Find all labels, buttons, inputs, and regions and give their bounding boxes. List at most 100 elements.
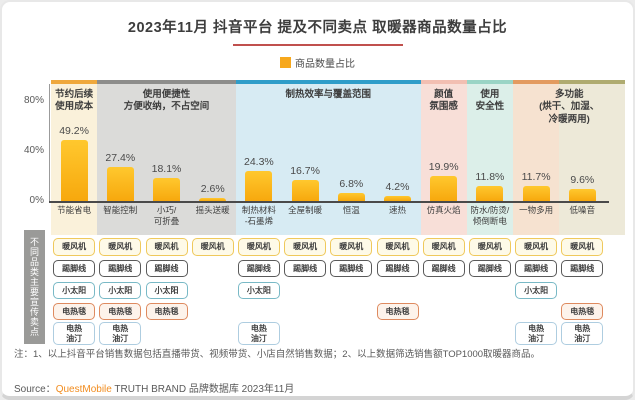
bar-value-label: 18.1% <box>151 163 182 176</box>
x-axis-label: 防水/防烫/ 倾倒断电 <box>470 205 510 226</box>
product-chip: 暖风机 <box>237 238 280 256</box>
x-axis-label: 节能省电 <box>57 205 92 215</box>
bar <box>60 139 88 201</box>
product-chip: 暖风机 <box>330 238 373 256</box>
source-label: Source： <box>14 384 56 395</box>
product-chip: 电热 油汀 <box>515 322 558 345</box>
selling-point-band <box>235 80 421 235</box>
bar <box>522 186 550 201</box>
product-chip: 电热毯 <box>145 303 188 320</box>
product-chip: 暖风机 <box>422 238 465 256</box>
product-chip: 电热 油汀 <box>53 322 96 345</box>
x-axis-label: 摇头送暖 <box>195 205 230 215</box>
bar-value-label: 6.8% <box>339 177 364 190</box>
product-chip: 电热毯 <box>376 303 419 320</box>
product-chip: 暖风机 <box>99 238 142 256</box>
bar <box>291 180 319 201</box>
source-brand: QuestMobile <box>55 384 112 395</box>
product-chip: 电热毯 <box>561 303 604 320</box>
product-chip: 暖风机 <box>468 238 511 256</box>
product-chip: 踢脚线 <box>561 260 604 277</box>
y-axis-line <box>49 84 50 201</box>
title-underline <box>232 44 403 46</box>
selling-point-group-label: 节约后续 使用成本 <box>55 89 94 113</box>
selling-point-group-label: 多功能 (烘干、加湿、 冷暖两用) <box>539 89 600 125</box>
legend: 商品数量占比 <box>2 55 633 70</box>
product-chip: 踢脚线 <box>376 260 419 277</box>
product-chip: 暖风机 <box>561 238 604 256</box>
bar-value-label: 27.4% <box>105 151 136 164</box>
x-axis-label: 低噪音 <box>569 205 596 215</box>
product-chip: 小太阳 <box>99 282 142 299</box>
bar-value-label: 9.6% <box>570 174 595 186</box>
product-chip: 电热 油汀 <box>237 322 280 345</box>
product-chip: 小太阳 <box>515 282 558 299</box>
product-chip: 踢脚线 <box>330 260 373 277</box>
product-chip: 暖风机 <box>284 238 327 256</box>
x-axis-label: 恒温 <box>342 205 360 215</box>
x-axis-label: 一物多用 <box>519 205 554 215</box>
note-text: 注：1、以上抖音平台销售数据包括直播带货、视频带货、小店自然销售数据；2、以上数… <box>14 349 541 360</box>
bar-value-label: 11.8% <box>475 171 505 184</box>
product-chip: 踢脚线 <box>53 260 96 277</box>
selling-point-band <box>466 80 513 235</box>
product-chip: 电热毯 <box>99 303 142 320</box>
bar-value-label: 11.7% <box>521 171 551 184</box>
bar <box>476 186 504 201</box>
x-axis-label: 全屋制暖 <box>288 205 323 215</box>
source-detail: TRUTH BRAND 品牌数据库 2023年11月 <box>111 384 295 395</box>
bar-value-label: 4.2% <box>385 180 410 193</box>
product-chip: 暖风机 <box>53 238 96 256</box>
x-axis-label: 仿真火焰 <box>426 205 461 215</box>
page-title: 2023年11月 抖音平台 提及不同卖点 取暖器商品数量占比 <box>127 20 508 36</box>
selling-point-group-label: 使用 安全性 <box>475 89 505 113</box>
product-chip: 踢脚线 <box>284 260 327 277</box>
product-chip: 暖风机 <box>191 238 234 256</box>
selling-point-group-label: 使用便捷性 方便收纳，不占空间 <box>123 89 210 113</box>
bar-value-label: 2.6% <box>200 182 225 195</box>
bar <box>245 170 273 201</box>
product-chip: 踢脚线 <box>99 260 142 277</box>
product-chip: 踢脚线 <box>145 260 188 277</box>
bar-value-label: 19.9% <box>428 161 459 174</box>
product-chip: 小太阳 <box>145 282 188 299</box>
product-chip: 踢脚线 <box>422 260 465 277</box>
selling-point-band <box>559 80 626 235</box>
bar <box>199 197 227 201</box>
product-chip: 踢脚线 <box>515 260 558 277</box>
x-axis-label: 智能控制 <box>103 205 138 215</box>
selling-point-band <box>420 80 467 235</box>
product-chip: 电热 油汀 <box>561 322 604 345</box>
legend-label: 商品数量占比 <box>295 59 355 70</box>
bar-chart: 节约后续 使用成本 使用便捷性 方便收纳，不占空间 制热效率与覆盖范围 颜值 氛围感使… <box>2 2 633 396</box>
y-axis-tick: 0% <box>29 195 44 206</box>
bar-value-label: 16.7% <box>290 165 320 178</box>
y-axis-tick: 40% <box>23 145 44 156</box>
bar <box>153 178 180 201</box>
product-chip: 暖风机 <box>515 238 558 256</box>
y-axis-tick: 80% <box>23 95 44 106</box>
bar-value-label: 24.3% <box>244 155 274 168</box>
product-chip: 暖风机 <box>376 238 419 256</box>
product-chip: 踢脚线 <box>468 260 511 277</box>
x-axis-label: 小巧/ 可折叠 <box>153 205 180 226</box>
product-chip: 电热 油汀 <box>99 322 142 345</box>
row-axis-label: 不同品类主要宣传卖点 <box>24 230 45 344</box>
selling-point-group-label: 制热效率与覆盖范围 <box>285 89 371 100</box>
bar <box>430 176 458 201</box>
legend-swatch-icon <box>280 57 291 68</box>
x-axis-label: 速热 <box>388 205 406 215</box>
bar <box>337 192 365 201</box>
x-axis-line <box>49 201 609 203</box>
bar-value-label: 49.2% <box>59 124 89 137</box>
source-line: Source：QuestMobile TRUTH BRAND 品牌数据库 202… <box>14 380 294 395</box>
product-chip: 电热毯 <box>53 303 96 320</box>
bar <box>384 195 411 201</box>
product-chip: 小太阳 <box>237 282 280 299</box>
product-chip: 小太阳 <box>53 282 96 299</box>
bar <box>568 189 596 201</box>
bar <box>106 166 134 201</box>
product-chip: 踢脚线 <box>237 260 280 277</box>
selling-point-group-label: 颜值 氛围感 <box>429 89 458 113</box>
